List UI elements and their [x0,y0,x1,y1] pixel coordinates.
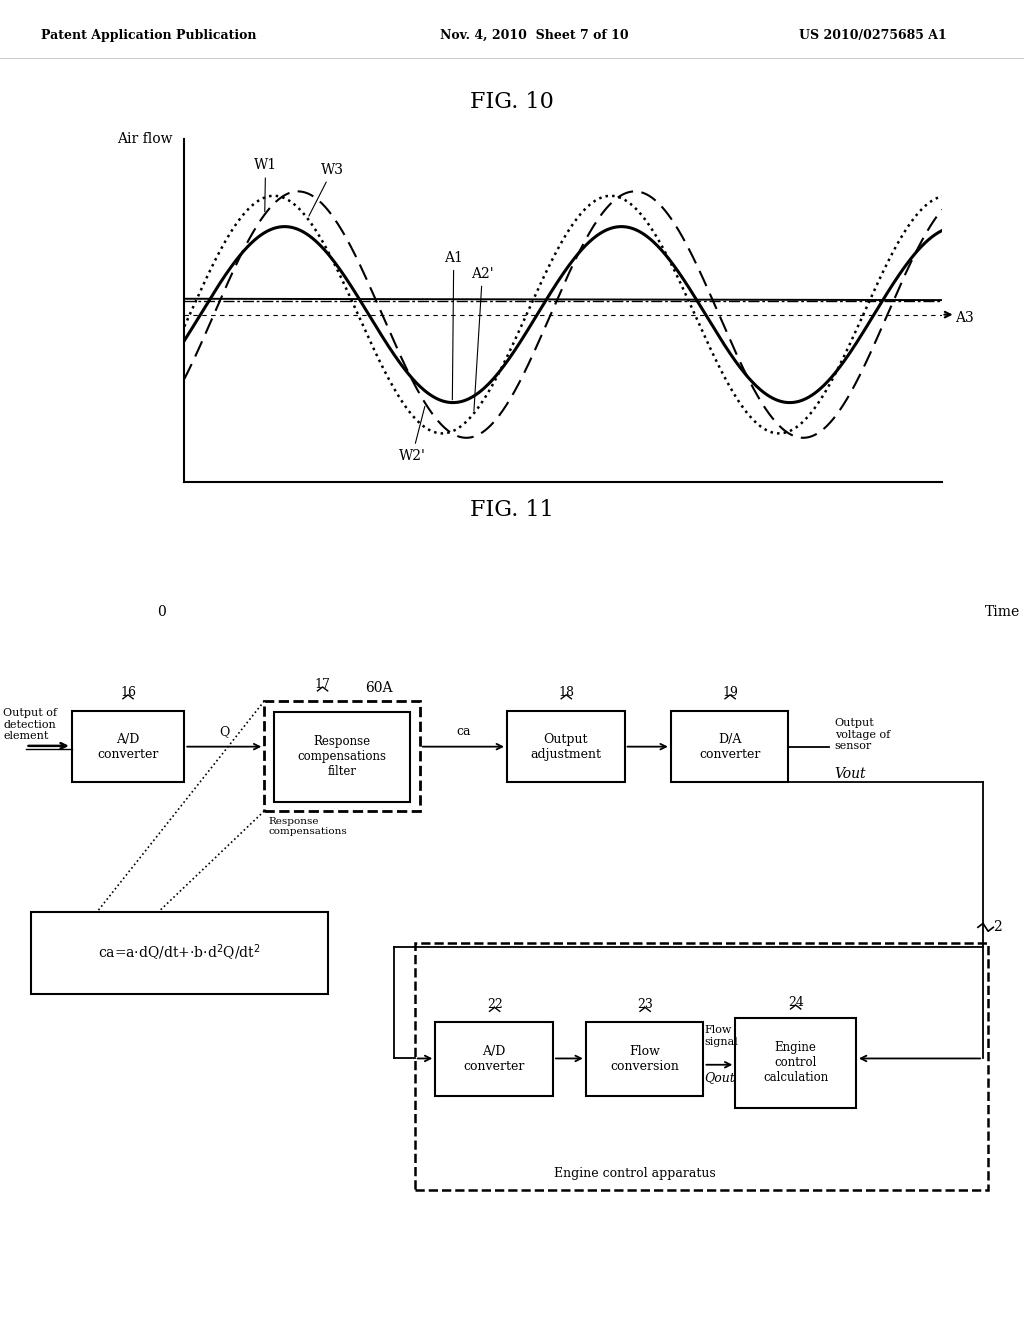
Text: Air flow: Air flow [118,132,173,145]
Text: Output
voltage of
sensor: Output voltage of sensor [835,718,890,751]
Text: Vout: Vout [835,767,866,781]
Text: Engine control apparatus: Engine control apparatus [554,1167,716,1180]
FancyBboxPatch shape [507,711,625,781]
Text: US 2010/0275685 A1: US 2010/0275685 A1 [799,29,946,42]
Text: A/D
converter: A/D converter [97,733,159,760]
FancyBboxPatch shape [586,1022,703,1096]
Text: D/A
converter: D/A converter [699,733,760,760]
Text: A3: A3 [955,312,974,325]
Text: FIG. 10: FIG. 10 [470,91,554,114]
Text: 0: 0 [157,605,166,619]
Text: 22: 22 [486,998,503,1011]
Text: A2': A2' [471,267,494,411]
Text: Response
compensations: Response compensations [268,817,347,837]
Text: Engine
control
calculation: Engine control calculation [763,1041,828,1084]
Text: 23: 23 [637,998,653,1011]
Text: ca: ca [457,725,471,738]
Text: A/D
converter: A/D converter [464,1045,524,1073]
FancyBboxPatch shape [671,711,788,781]
Text: Flow
signal: Flow signal [705,1026,738,1047]
Text: W1: W1 [254,158,278,211]
Text: 2: 2 [993,920,1002,935]
Text: 60A: 60A [366,681,392,694]
Text: 18: 18 [558,685,574,698]
Text: Response
compensations
filter: Response compensations filter [298,735,386,779]
Text: ca=a$\cdot$dQ/dt+$\cdot$b$\cdot$d$^2$Q/dt$^2$: ca=a$\cdot$dQ/dt+$\cdot$b$\cdot$d$^2$Q/d… [98,942,260,962]
Text: Time: Time [985,605,1020,619]
FancyBboxPatch shape [735,1018,856,1107]
Text: W2': W2' [398,407,426,463]
Text: Output
adjustment: Output adjustment [530,733,601,760]
Text: 24: 24 [787,995,804,1008]
Text: W3: W3 [309,162,344,216]
Text: Patent Application Publication: Patent Application Publication [41,29,256,42]
FancyBboxPatch shape [435,1022,553,1096]
Text: 17: 17 [314,677,331,690]
Text: FIG. 11: FIG. 11 [470,499,554,520]
Text: Flow
conversion: Flow conversion [610,1045,679,1073]
FancyBboxPatch shape [264,701,420,810]
FancyBboxPatch shape [274,711,410,801]
Text: 19: 19 [722,685,738,698]
Text: Output of
detection
element: Output of detection element [3,708,57,742]
Text: Q: Q [219,725,229,738]
Text: 16: 16 [120,685,136,698]
FancyBboxPatch shape [72,711,184,781]
Text: Qout: Qout [705,1072,735,1085]
FancyBboxPatch shape [31,912,328,994]
Text: Nov. 4, 2010  Sheet 7 of 10: Nov. 4, 2010 Sheet 7 of 10 [440,29,629,42]
Text: A1: A1 [444,251,463,400]
FancyBboxPatch shape [415,942,988,1191]
